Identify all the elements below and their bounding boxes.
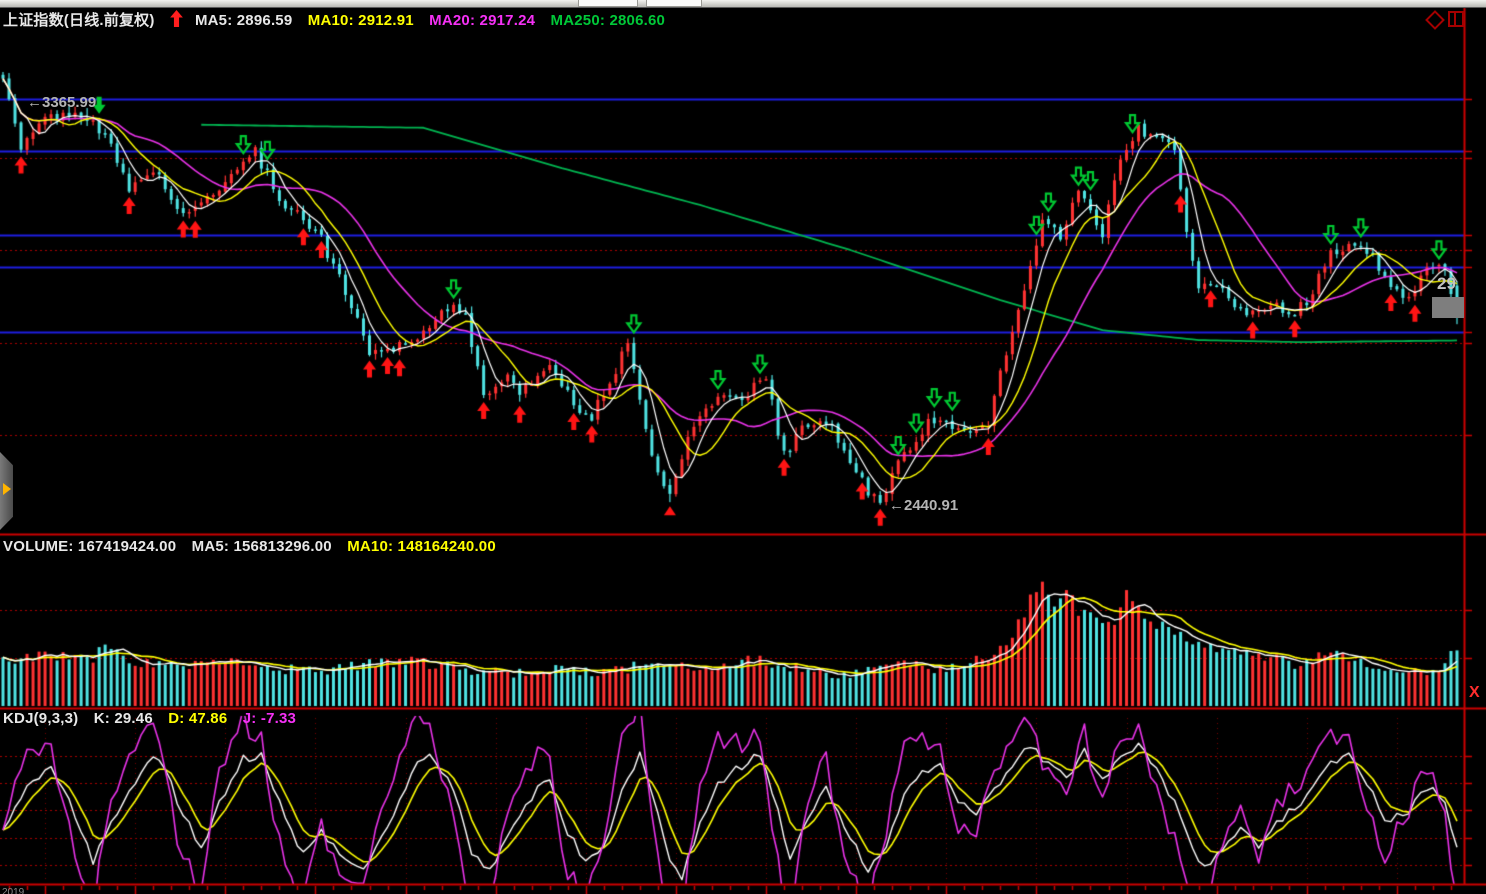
kdj-k-label: K: 29.46 bbox=[93, 710, 153, 727]
expand-arrow-icon bbox=[3, 483, 11, 495]
signal-up-arrow-icon bbox=[169, 10, 183, 27]
ma250-label: MA250: 2806.60 bbox=[550, 12, 666, 29]
volume-ma5-label: MA5: 156813296.00 bbox=[191, 538, 332, 555]
pane-x-label: X bbox=[1469, 684, 1480, 701]
kdj-j-label: J: -7.33 bbox=[242, 710, 297, 727]
window-top-strip bbox=[0, 0, 1486, 8]
low-price-annotation: ←2440.91 bbox=[889, 497, 959, 514]
ma20-label: MA20: 2917.24 bbox=[429, 12, 536, 29]
split-window-icon-bar bbox=[1454, 13, 1456, 25]
toolbar-button-sliver bbox=[578, 0, 638, 7]
volume-ma10-label: MA10: 148164240.00 bbox=[347, 538, 496, 555]
ma10-label: MA10: 2912.91 bbox=[307, 12, 414, 29]
kdj-indicator-label: KDJ(9,3,3) bbox=[3, 710, 79, 727]
date-axis-label: 2019 bbox=[2, 887, 25, 894]
volume-value-label: VOLUME: 167419424.00 bbox=[3, 538, 177, 555]
last-price-axis-label: 29 bbox=[1437, 274, 1456, 293]
split-window-icon[interactable] bbox=[1448, 11, 1464, 27]
sidebar-expand-handle[interactable] bbox=[0, 452, 13, 530]
price-axis-marker-box bbox=[1432, 297, 1464, 318]
kdj-d-label: D: 47.86 bbox=[168, 710, 228, 727]
ma5-label: MA5: 2896.59 bbox=[194, 12, 293, 29]
main-chart-header: 上证指数(日线.前复权) MA5: 2896.59 MA10: 2912.91 … bbox=[3, 9, 676, 30]
high-price-annotation: ←3365.99 bbox=[27, 94, 97, 111]
chart-title: 上证指数(日线.前复权) bbox=[3, 12, 155, 29]
kdj-header: KDJ(9,3,3) K: 29.46 D: 47.86 J: -7.33 bbox=[3, 710, 307, 727]
toolbar-button-sliver bbox=[646, 0, 702, 7]
volume-header: VOLUME: 167419424.00 MA5: 156813296.00 M… bbox=[3, 538, 507, 555]
